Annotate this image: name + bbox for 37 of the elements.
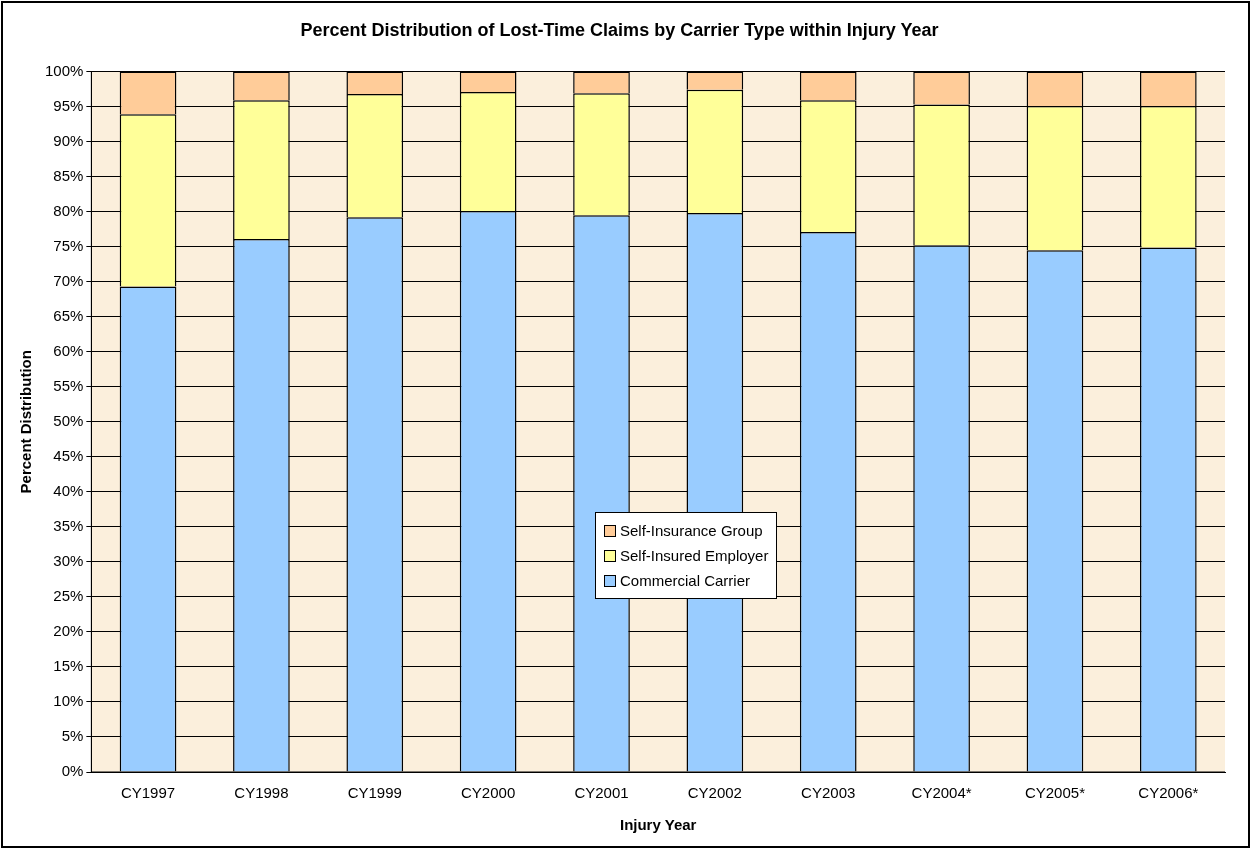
y-tick-label: 5% — [61, 727, 84, 745]
x-tick-label: CY2003 — [801, 784, 856, 802]
y-tick-label: 100% — [44, 61, 84, 79]
legend-label: Commercial Carrier — [620, 572, 751, 589]
y-tick-label: 40% — [53, 481, 84, 499]
x-tick-label: CY2001 — [574, 784, 629, 802]
y-tick-label: 65% — [53, 306, 84, 324]
y-tick-label: 0% — [61, 762, 84, 780]
y-tick-label: 85% — [53, 166, 84, 184]
x-tick-label: CY2005* — [1024, 784, 1086, 802]
y-tick-label: 30% — [53, 552, 84, 570]
legend-label: Self-Insurance Group — [620, 522, 763, 539]
x-tick-label: CY2002 — [687, 784, 742, 802]
y-tick-label: 80% — [53, 201, 84, 219]
chart-title: Percent Distribution of Lost-Time Claims by Carrier Type within Injury Year — [300, 19, 939, 40]
y-tick-label: 95% — [53, 96, 84, 114]
y-tick-label: 75% — [53, 236, 84, 254]
x-tick-label: CY2000 — [461, 784, 516, 802]
x-tick-label: CY2004* — [911, 784, 972, 802]
x-tick-label: CY1997 — [120, 784, 176, 802]
y-tick-label: 45% — [53, 446, 84, 464]
y-tick-label: 50% — [53, 411, 84, 429]
x-axis-title: Injury Year — [619, 816, 697, 834]
x-tick-label: CY1998 — [234, 784, 289, 802]
y-tick-label: 35% — [53, 517, 84, 534]
x-tick-label: CY2006* — [1138, 784, 1199, 802]
legend-label: Self-Insured Employer — [620, 547, 769, 564]
y-tick-label: 20% — [53, 622, 84, 640]
y-tick-label: 10% — [53, 692, 84, 710]
y-tick-label: 25% — [53, 587, 84, 605]
y-tick-label: 60% — [53, 341, 84, 359]
y-tick-label: 70% — [53, 271, 84, 289]
y-tick-label: 55% — [53, 376, 84, 394]
y-axis-title: Percent Distribution — [17, 350, 35, 494]
y-tick-label: 15% — [53, 657, 84, 675]
y-tick-label: 90% — [53, 131, 84, 149]
x-tick-label: CY1999 — [347, 784, 402, 802]
